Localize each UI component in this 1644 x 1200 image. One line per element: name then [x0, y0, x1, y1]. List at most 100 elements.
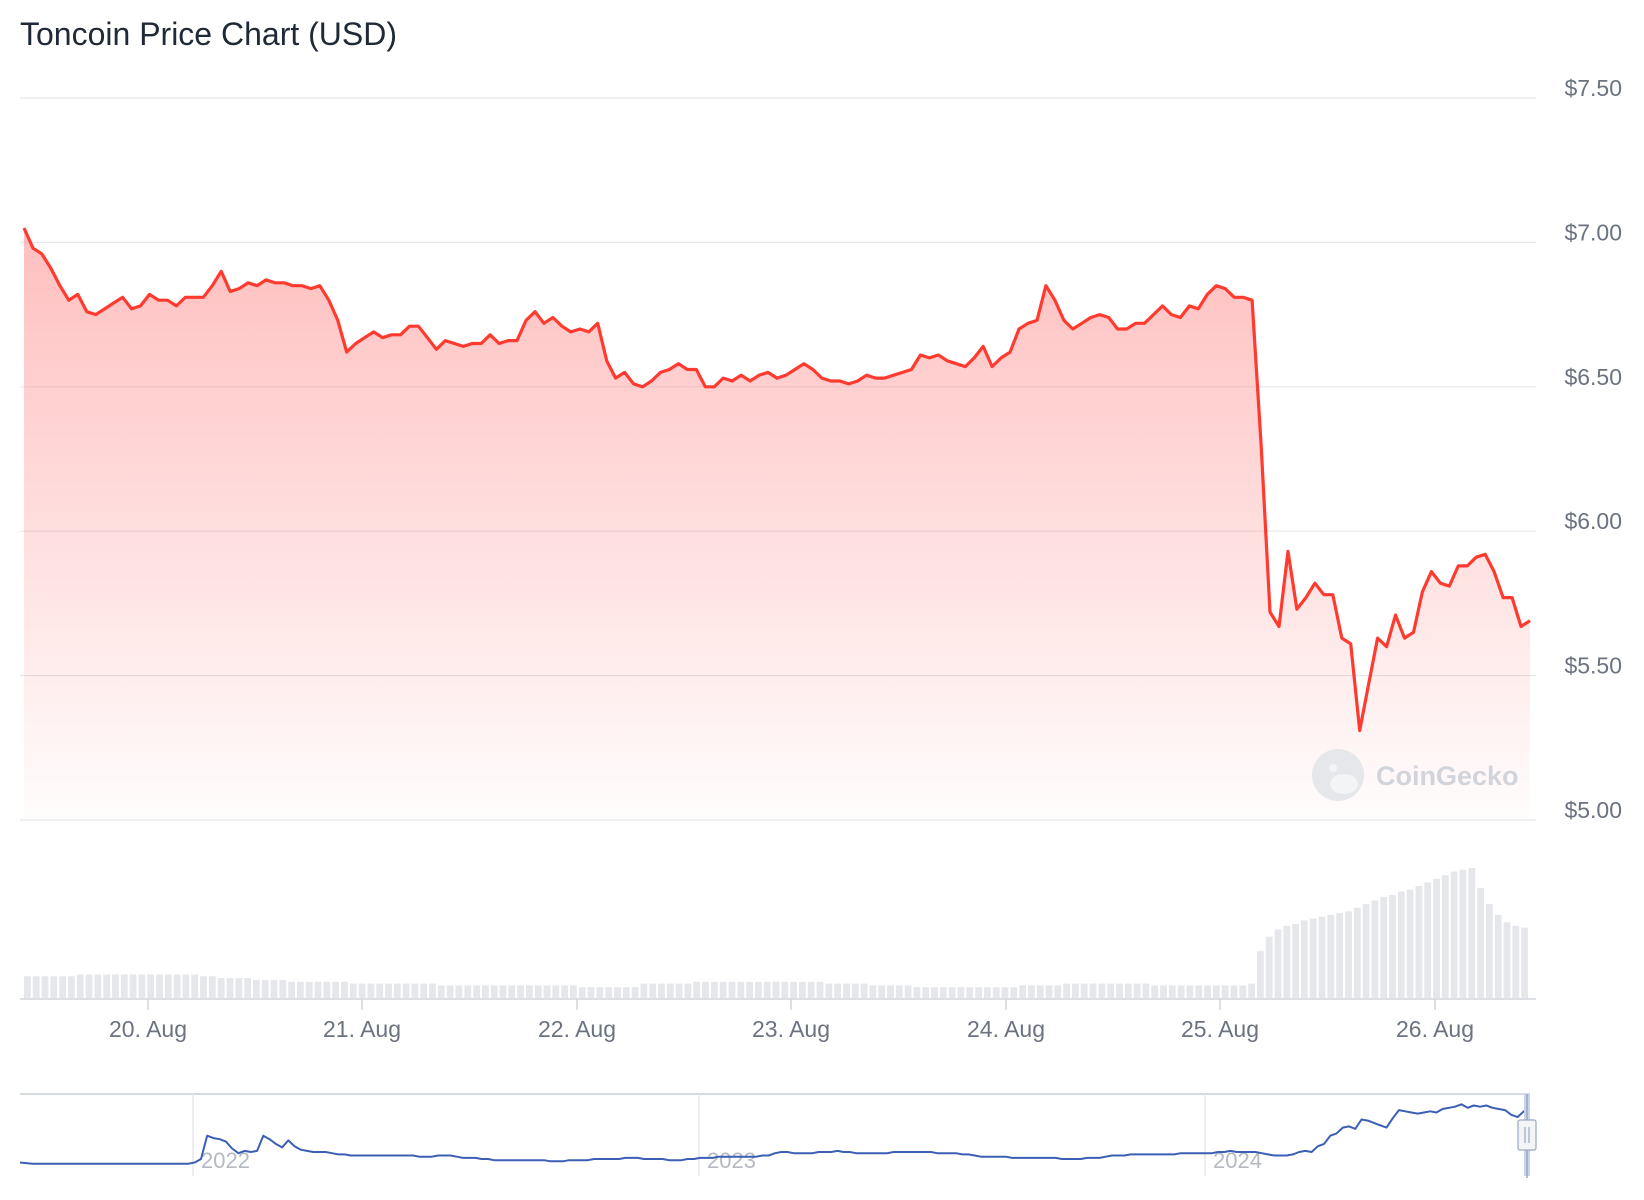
volume-bar — [1486, 904, 1493, 998]
volume-bar — [649, 983, 657, 998]
volume-bar — [1221, 985, 1229, 998]
x-axis-ticks: 20. Aug 21. Aug 22. Aug 23. Aug 24. Aug 25. A… — [109, 999, 1474, 1042]
volume-bar — [1336, 913, 1343, 998]
volume-bar — [1168, 985, 1176, 998]
volume-bar — [578, 987, 586, 998]
volume-bar — [1345, 911, 1352, 998]
volume-bar — [1045, 985, 1053, 998]
volume-bar — [358, 983, 366, 998]
volume-bar — [799, 981, 806, 999]
volume-bar — [208, 976, 216, 998]
x-tick-label: 20. Aug — [109, 1016, 187, 1042]
volume-bar — [437, 985, 445, 998]
volume-bar — [376, 983, 384, 998]
volume-bar — [816, 981, 824, 999]
volume-bar — [1239, 985, 1247, 998]
price-area-fill — [24, 228, 1530, 820]
volume-bar — [402, 983, 410, 998]
volume-bar — [464, 985, 472, 998]
volume-bar — [41, 976, 49, 998]
volume-bar — [508, 985, 516, 998]
volume-bar — [719, 981, 727, 999]
volume-bar — [675, 983, 683, 998]
volume-bar — [429, 983, 436, 998]
x-tick-label: 22. Aug — [538, 1016, 616, 1042]
volume-bar — [1468, 868, 1476, 998]
volume-bars — [20, 868, 1536, 1000]
volume-bar — [570, 985, 577, 998]
volume-bar — [1309, 918, 1317, 998]
volume-bar — [939, 987, 947, 998]
volume-bar — [270, 979, 278, 998]
volume-bar — [1151, 985, 1159, 998]
volume-bar — [156, 974, 163, 998]
volume-bar — [1142, 983, 1150, 998]
volume-bar — [1301, 920, 1308, 998]
volume-bar — [297, 981, 304, 999]
volume-bar — [1124, 983, 1132, 998]
volume-bar — [878, 985, 886, 998]
volume-bar — [1195, 985, 1203, 998]
volume-bar — [76, 974, 84, 998]
x-tick-label: 25. Aug — [1181, 1016, 1259, 1042]
volume-bar — [684, 983, 692, 998]
y-tick-label: $6.00 — [1564, 508, 1622, 534]
volume-bar — [244, 978, 251, 998]
volume-bar — [1406, 889, 1414, 998]
volume-bar — [1248, 983, 1255, 998]
volume-bar — [1433, 878, 1440, 998]
volume-bar — [1177, 985, 1185, 998]
volume-bar — [323, 981, 331, 999]
volume-bar — [253, 979, 260, 998]
volume-bar — [1521, 927, 1528, 998]
navigator[interactable]: 2022 2023 2024 — [19, 1093, 1537, 1178]
volume-bar — [710, 981, 718, 999]
volume-bar — [473, 985, 480, 998]
volume-bar — [1019, 985, 1026, 998]
volume-bar — [1283, 925, 1291, 998]
volume-bar — [411, 983, 419, 998]
volume-bar — [1292, 924, 1299, 998]
volume-bar — [658, 983, 665, 998]
volume-bar — [666, 983, 674, 998]
volume-bar — [895, 985, 903, 998]
volume-bar — [1257, 951, 1264, 998]
volume-bar — [1318, 916, 1326, 999]
volume-bar — [966, 987, 974, 998]
volume-bar — [1477, 887, 1484, 998]
volume-bar — [561, 985, 568, 998]
volume-bar — [261, 979, 269, 998]
volume-bar — [305, 981, 313, 999]
navigator-line — [19, 1103, 1531, 1165]
volume-bar — [1353, 907, 1361, 998]
volume-bar — [851, 983, 859, 998]
volume-bar — [32, 976, 40, 998]
y-tick-label: $7.00 — [1564, 219, 1622, 245]
volume-bar — [596, 987, 604, 998]
volume-bar — [50, 976, 58, 998]
volume-bar — [1424, 882, 1432, 998]
volume-bar — [482, 985, 489, 998]
volume-bar — [957, 987, 965, 998]
y-tick-label: $5.00 — [1564, 797, 1622, 823]
volume-bar — [984, 987, 991, 998]
volume-bar — [235, 978, 243, 998]
volume-bar — [702, 981, 709, 999]
volume-bar — [640, 983, 648, 998]
volume-bar — [534, 985, 542, 998]
volume-bar — [59, 976, 66, 998]
volume-bar — [1450, 871, 1458, 998]
volume-bar — [1362, 904, 1370, 998]
volume-bar — [948, 987, 956, 998]
volume-bar — [103, 974, 111, 998]
volume-bar — [1107, 983, 1115, 998]
volume-bar — [393, 983, 401, 998]
volume-bar — [552, 985, 560, 998]
volume-bar — [1089, 983, 1097, 998]
volume-bar — [904, 985, 912, 998]
price-line — [22, 227, 1531, 733]
navigator-handle[interactable] — [1517, 1119, 1537, 1151]
volume-bar — [807, 981, 815, 999]
volume-bar — [94, 974, 102, 998]
volume-bar — [1503, 922, 1511, 998]
